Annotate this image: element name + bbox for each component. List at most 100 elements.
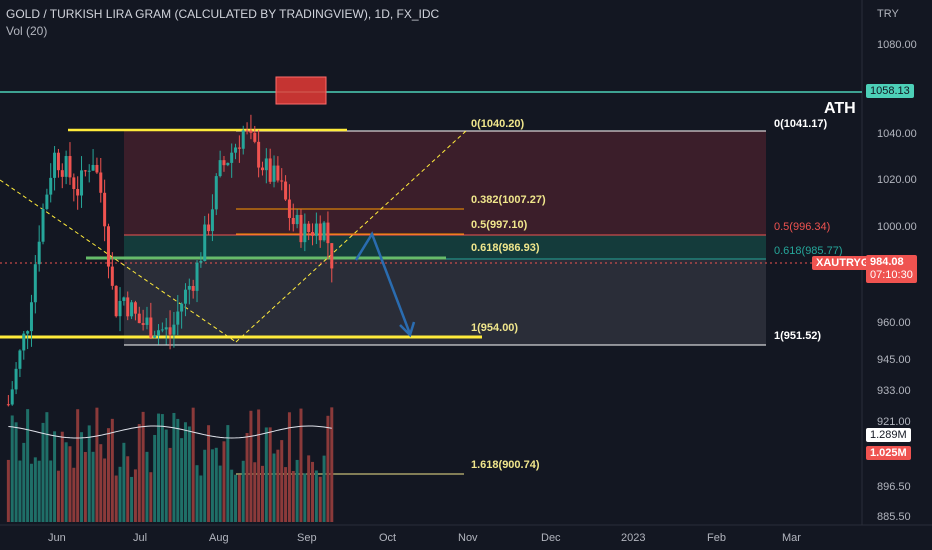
volume-bar xyxy=(114,475,118,522)
volume-bar xyxy=(326,415,330,522)
time-tick: Jun xyxy=(48,532,66,544)
candle-body xyxy=(83,170,87,172)
candle-body xyxy=(234,147,238,153)
fib-zone-middle xyxy=(124,235,766,259)
candle-body xyxy=(145,317,149,325)
symbol-badge: XAUTRYG xyxy=(812,256,874,270)
volume-bars xyxy=(6,407,334,522)
fib-label-0: 0(1040.20) xyxy=(471,118,525,130)
time-tick: Sep xyxy=(297,532,317,544)
candle-body xyxy=(230,152,234,163)
fib-label-1618: 1.618(900.74) xyxy=(471,459,540,471)
volume-bar xyxy=(207,425,211,522)
candle-body xyxy=(18,350,22,369)
volume-bar xyxy=(60,431,64,522)
volume-bar xyxy=(318,476,322,522)
candle-body xyxy=(203,224,207,261)
candle-body xyxy=(95,164,99,173)
volume-bar xyxy=(180,438,184,522)
volume-bar xyxy=(72,467,76,522)
volume-bar xyxy=(276,449,280,522)
volume-bar xyxy=(26,409,30,522)
candle-body xyxy=(314,223,318,236)
time-tick: Feb xyxy=(707,532,726,544)
candle-body xyxy=(260,167,264,171)
candle-body xyxy=(180,303,184,312)
volume-bar xyxy=(257,409,261,522)
volume-bar xyxy=(230,469,234,522)
candle-body xyxy=(187,285,191,290)
candle-body xyxy=(68,156,72,178)
price-tick: 885.50 xyxy=(877,511,911,523)
candle-body xyxy=(330,243,334,269)
volume-bar xyxy=(56,470,60,522)
volume-bar xyxy=(183,422,187,522)
candle-body xyxy=(307,223,311,233)
candle-body xyxy=(295,214,299,225)
candle-body xyxy=(53,152,57,178)
volume-bar xyxy=(249,410,253,522)
volume-bar xyxy=(64,442,68,522)
volume-bar xyxy=(311,461,315,522)
candle-body xyxy=(311,232,315,236)
candle-body xyxy=(114,285,118,317)
fib-right-label-0: 0(1041.17) xyxy=(774,118,828,130)
candle-body xyxy=(183,289,187,304)
currency-label: TRY xyxy=(877,8,899,20)
volume-bar xyxy=(14,422,18,522)
volume-bar xyxy=(76,409,80,522)
volume-badge: 1.025M xyxy=(866,446,911,460)
volume-bar xyxy=(203,449,207,522)
candle-body xyxy=(103,192,107,227)
volume-bar xyxy=(287,412,291,522)
price-tick: 1080.00 xyxy=(877,39,917,51)
volume-bar xyxy=(210,449,214,522)
candle-body xyxy=(157,330,161,336)
candle-body xyxy=(10,389,14,405)
candle-body xyxy=(272,165,276,182)
volume-ma-line xyxy=(8,425,332,439)
price-tick: 896.50 xyxy=(877,481,911,493)
volume-bar xyxy=(145,451,149,522)
volume-bar xyxy=(33,457,37,522)
candle-body xyxy=(99,172,103,193)
candle-body xyxy=(303,223,307,243)
volume-indicator-label[interactable]: Vol (20) xyxy=(6,24,48,38)
candle-body xyxy=(264,158,268,171)
volume-bar xyxy=(291,470,295,522)
candle-body xyxy=(218,160,222,177)
last-price: 984.08 xyxy=(870,256,904,268)
volume-bar xyxy=(237,474,241,522)
resistance-marker xyxy=(275,76,327,105)
candle-body xyxy=(245,130,249,132)
volume-bar xyxy=(280,440,284,522)
candle-body xyxy=(141,323,145,325)
candle-body xyxy=(160,329,164,331)
volume-ma-badge: 1.289M xyxy=(866,428,911,442)
candle-body xyxy=(318,223,322,241)
volume-bar xyxy=(87,425,91,522)
volume-bar xyxy=(330,407,334,522)
volume-bar xyxy=(83,451,87,522)
candle-body xyxy=(118,300,122,317)
volume-bar xyxy=(222,441,226,522)
price-tick: 1040.00 xyxy=(877,128,917,140)
fib-right-label-0618: 0.618(985.77) xyxy=(774,245,843,257)
candle-body xyxy=(199,260,203,263)
candle-body xyxy=(91,164,95,171)
time-tick: Jul xyxy=(133,532,147,544)
price-axis[interactable]: 1080.00 1040.00 1020.00 1000.00 960.00 9… xyxy=(877,39,917,523)
price-tick: 1020.00 xyxy=(877,174,917,186)
volume-bar xyxy=(29,463,33,522)
volume-bar xyxy=(164,429,168,522)
volume-bar xyxy=(226,425,230,522)
symbol-title[interactable]: GOLD / TURKISH LIRA GRAM (CALCULATED BY … xyxy=(6,7,440,21)
time-axis[interactable]: Jun Jul Aug Sep Oct Nov Dec 2023 Feb Mar xyxy=(48,532,801,544)
candle-body xyxy=(172,324,176,335)
volume-bar xyxy=(118,466,122,522)
candle-body xyxy=(6,404,10,406)
candle-body xyxy=(249,130,253,133)
candle-body xyxy=(241,130,245,149)
resistance-price-badge: 1058.13 xyxy=(866,84,914,98)
